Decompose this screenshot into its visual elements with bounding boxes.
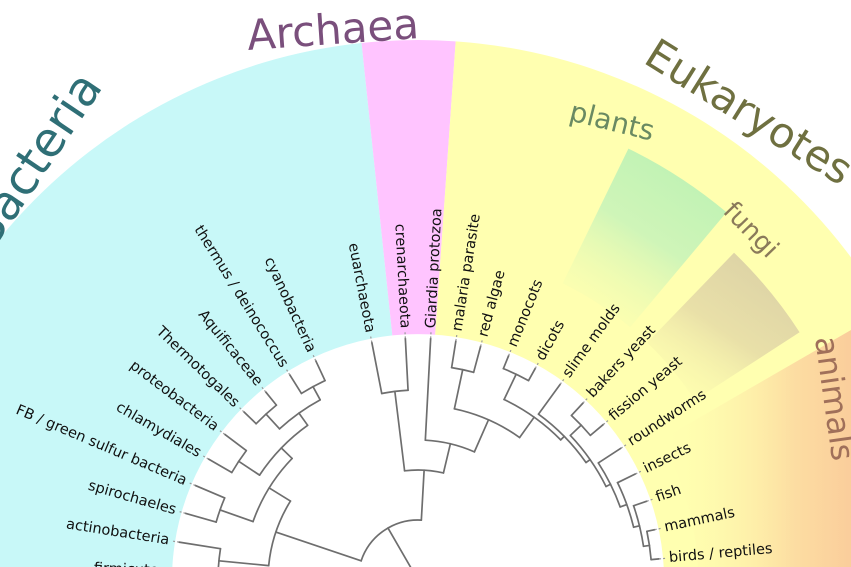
branch-edge <box>569 424 583 437</box>
branch-edge <box>570 402 584 417</box>
branch-arc <box>360 519 423 562</box>
tip-connector <box>659 557 668 560</box>
branch-edge <box>393 390 406 472</box>
tree-branches <box>170 330 668 567</box>
tip-connector <box>602 418 610 425</box>
branch-edge <box>442 442 452 474</box>
branch-edge <box>518 416 536 439</box>
tip-connector <box>170 540 180 543</box>
tip-connector <box>237 405 245 413</box>
branch-edge <box>223 433 248 452</box>
branch-edge <box>264 391 278 406</box>
branch-edge <box>237 460 261 476</box>
leaf-label: crenarchaeota <box>391 223 412 328</box>
branch-edge <box>453 368 464 410</box>
tip-connector <box>201 454 209 460</box>
branch-edge <box>275 531 362 562</box>
branch-edge <box>642 544 651 548</box>
clade-highlights <box>562 148 851 567</box>
tip-connector <box>455 332 458 342</box>
root-stub <box>387 527 412 567</box>
clade-plants <box>562 148 727 328</box>
branch-edge <box>503 373 518 401</box>
branch-edge <box>589 423 605 437</box>
branch-edge <box>288 373 303 395</box>
branch-edge <box>312 385 322 401</box>
branch-edge <box>184 512 217 523</box>
clade-fungi <box>647 252 800 401</box>
branch-edge <box>632 524 641 529</box>
branch-edge <box>265 413 281 430</box>
tip-connector <box>654 527 663 531</box>
branch-edge <box>527 367 537 382</box>
branch-edge <box>420 469 425 521</box>
tip-connector <box>260 385 267 393</box>
branch-edge <box>632 500 648 507</box>
branch-edge <box>502 354 510 370</box>
tip-connector <box>635 469 643 475</box>
branch-edge <box>243 411 257 425</box>
leaf-label: Giardia protozoa <box>423 208 445 329</box>
branch-edge <box>219 509 254 523</box>
branch-edge <box>646 528 656 533</box>
branch-edge <box>597 447 622 464</box>
branch-edge <box>314 359 326 382</box>
tip-connector <box>646 498 655 502</box>
branch-edge <box>178 541 222 550</box>
tip-connector <box>582 396 589 404</box>
branch-edge <box>472 345 482 374</box>
branch-edge <box>650 558 660 561</box>
clade-animals <box>660 330 851 567</box>
branch-edge <box>268 487 292 502</box>
tip-connector <box>285 367 291 376</box>
branch-edge <box>424 337 432 442</box>
tip-connector <box>620 443 628 449</box>
branch-edge <box>473 418 490 453</box>
sector-bacteria <box>0 42 394 567</box>
branch-edge <box>280 447 293 460</box>
tip-connector <box>369 334 373 343</box>
branch-edge <box>218 559 270 567</box>
leaf-label: fish <box>654 482 684 506</box>
tip-connector <box>177 510 186 514</box>
sector-archaea <box>361 40 456 347</box>
tip-connector <box>480 338 484 347</box>
inner-white-disc <box>172 334 664 567</box>
branch-edge <box>194 484 226 499</box>
leaf-label: firmicutes <box>94 561 167 567</box>
branch-edge <box>207 458 233 474</box>
branch-edge <box>370 341 383 395</box>
branch-edge <box>619 503 628 508</box>
tip-connector <box>311 353 317 361</box>
branch-edge <box>404 337 409 392</box>
branch-edge <box>450 340 457 369</box>
branch-edge <box>298 412 309 427</box>
tip-connector <box>508 347 513 356</box>
tip-connector <box>559 377 566 385</box>
branch-edge <box>537 383 562 416</box>
tip-connector <box>217 429 226 435</box>
tip-connector <box>534 361 540 369</box>
label-archaea: Archaea <box>245 0 420 60</box>
tree-area <box>172 334 664 567</box>
branch-edge <box>616 473 637 484</box>
tip-connector <box>187 481 196 486</box>
